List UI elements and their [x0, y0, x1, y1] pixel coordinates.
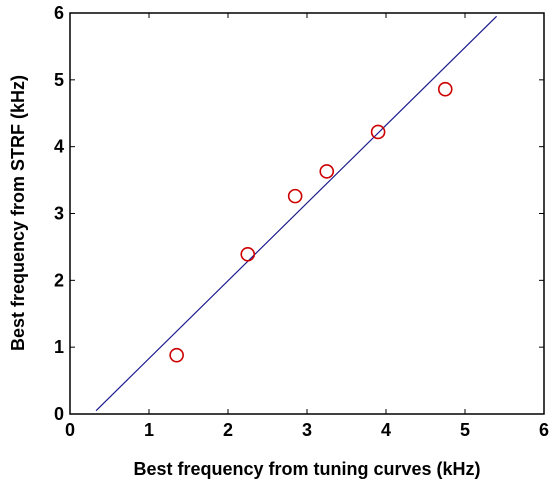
y-tick-label: 1 [54, 337, 64, 357]
data-point [319, 164, 335, 179]
y-axis-label: Best frequency from STRF (kHz) [8, 75, 28, 351]
data-point [287, 188, 303, 204]
y-axis-ticks: 0 1 2 3 4 5 6 [54, 3, 544, 424]
y-tick-label: 3 [54, 204, 64, 224]
fit-line-group [95, 15, 498, 412]
y-tick-label: 4 [54, 137, 64, 157]
y-tick-label: 5 [54, 70, 64, 90]
x-axis-ticks: 0 1 2 3 4 5 6 [65, 13, 549, 440]
data-point [370, 124, 386, 140]
x-tick-label: 4 [381, 420, 391, 440]
x-tick-label: 1 [144, 420, 154, 440]
x-tick-label: 3 [302, 420, 312, 440]
y-tick-label: 2 [54, 270, 64, 290]
x-tick-label: 0 [65, 420, 75, 440]
y-tick-label: 0 [54, 404, 64, 424]
fit-line [95, 15, 498, 412]
x-tick-label: 6 [539, 420, 549, 440]
x-axis-label: Best frequency from tuning curves (kHz) [133, 459, 480, 479]
data-point [169, 347, 184, 363]
y-tick-label: 6 [54, 3, 64, 23]
plot-area [69, 12, 545, 415]
data-point [437, 81, 453, 97]
x-tick-label: 5 [460, 420, 470, 440]
x-tick-label: 2 [223, 420, 233, 440]
data-points [169, 81, 453, 363]
data-point [240, 246, 256, 262]
